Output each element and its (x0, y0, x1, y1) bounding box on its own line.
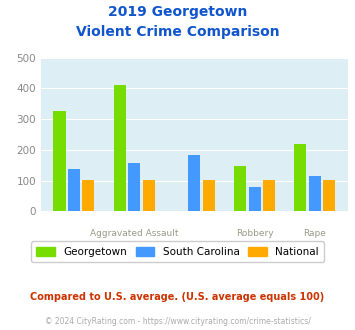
Bar (309, 176, 321, 211)
Text: Murder & Mans...: Murder & Mans... (156, 243, 233, 251)
Bar (54, 112, 66, 211)
Bar (234, 166, 246, 211)
Bar (68, 169, 80, 211)
Bar (82, 180, 94, 211)
Text: Compared to U.S. average. (U.S. average equals 100): Compared to U.S. average. (U.S. average … (31, 292, 324, 302)
Bar (263, 180, 275, 211)
Bar (248, 187, 261, 211)
Text: Aggravated Assault: Aggravated Assault (90, 229, 179, 238)
Text: 2019 Georgetown: 2019 Georgetown (108, 5, 247, 19)
Text: Violent Crime Comparison: Violent Crime Comparison (76, 25, 279, 39)
Legend: Georgetown, South Carolina, National: Georgetown, South Carolina, National (31, 242, 324, 262)
Text: All Violent Crime: All Violent Crime (36, 243, 112, 251)
Bar (294, 144, 306, 211)
Bar (203, 180, 215, 211)
Bar (128, 163, 140, 211)
Bar (143, 180, 155, 211)
Bar (323, 180, 335, 211)
Text: Robbery: Robbery (236, 229, 273, 238)
Text: Rape: Rape (303, 229, 326, 238)
Bar (114, 85, 126, 211)
Text: © 2024 CityRating.com - https://www.cityrating.com/crime-statistics/: © 2024 CityRating.com - https://www.city… (45, 317, 310, 326)
Bar (189, 155, 200, 211)
